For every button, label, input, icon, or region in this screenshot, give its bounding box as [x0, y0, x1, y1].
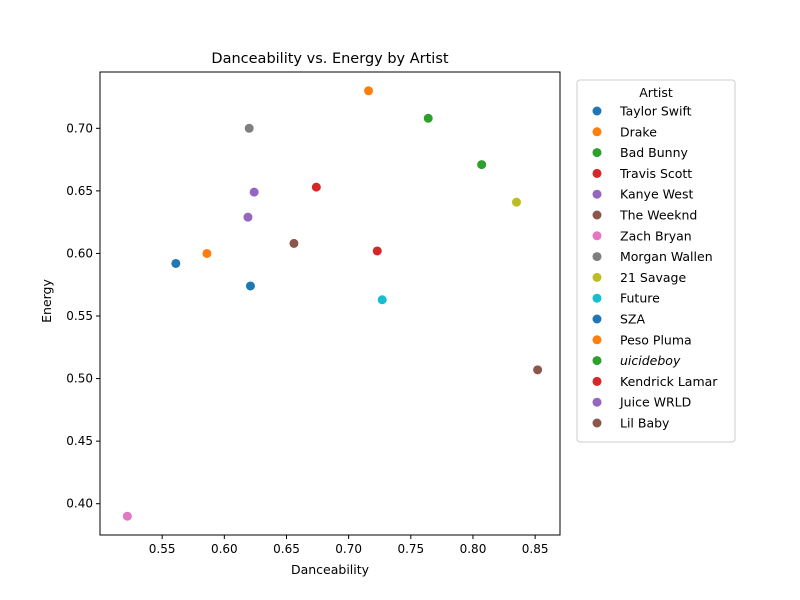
- legend-marker: [592, 376, 602, 386]
- x-tick-label: 0.60: [211, 542, 238, 556]
- data-point: [249, 187, 259, 197]
- data-point: [202, 248, 212, 258]
- x-tick-label: 0.75: [397, 542, 424, 556]
- legend-marker: [592, 106, 602, 116]
- legend-label: Peso Pluma: [620, 332, 692, 347]
- y-tick-label: 0.65: [66, 184, 93, 198]
- legend-marker: [592, 168, 602, 178]
- legend-label: Future: [620, 291, 660, 306]
- legend-marker: [592, 293, 602, 303]
- legend-marker: [592, 272, 602, 282]
- data-point: [243, 212, 253, 222]
- legend-frame: [576, 79, 736, 443]
- legend-marker: [592, 356, 602, 366]
- data-point: [364, 86, 374, 96]
- data-point: [171, 258, 181, 268]
- legend-label: Travis Scott: [619, 166, 692, 181]
- legend-marker: [592, 418, 602, 428]
- data-point: [244, 123, 254, 133]
- legend-label: Kendrick Lamar: [620, 374, 718, 389]
- legend-marker: [592, 210, 602, 220]
- y-tick-label: 0.45: [66, 434, 93, 448]
- y-axis-label: Energy: [39, 279, 54, 323]
- data-point: [289, 238, 299, 248]
- data-point: [122, 511, 132, 521]
- plot-frame: [99, 71, 561, 536]
- legend-label: The Weeknd: [619, 208, 697, 223]
- data-point: [477, 160, 487, 170]
- x-tick-label: 0.55: [149, 542, 176, 556]
- y-tick-label: 0.40: [66, 497, 93, 511]
- y-tick-label: 0.70: [66, 121, 93, 135]
- legend-marker: [592, 189, 602, 199]
- legend-label: Kanye West: [620, 187, 693, 202]
- y-axis: 0.40 0.45 0.50 0.55 0.60 0.65 0.70: [66, 121, 100, 511]
- legend-marker: [592, 252, 602, 262]
- x-tick-label: 0.65: [273, 542, 300, 556]
- legend-label: Bad Bunny: [620, 145, 688, 160]
- data-point: [372, 246, 382, 256]
- y-tick-label: 0.55: [66, 309, 93, 323]
- legend-marker: [592, 397, 602, 407]
- data-point: [311, 182, 321, 192]
- y-tick-label: 0.50: [66, 372, 93, 386]
- legend-marker: [592, 231, 602, 241]
- legend-label: Zach Bryan: [620, 228, 692, 243]
- legend-marker: [592, 148, 602, 158]
- data-point: [533, 365, 543, 375]
- legend-marker: [592, 335, 602, 345]
- legend-label: Morgan Wallen: [620, 249, 713, 264]
- y-tick-label: 0.60: [66, 246, 93, 260]
- data-point: [423, 113, 433, 123]
- legend-label: Taylor Swift: [619, 104, 692, 119]
- data-point: [377, 295, 387, 305]
- x-tick-label: 0.80: [460, 542, 487, 556]
- data-point: [511, 197, 521, 207]
- legend-label: SZA: [620, 312, 645, 327]
- x-tick-label: 0.70: [335, 542, 362, 556]
- legend-label: Lil Baby: [620, 416, 670, 431]
- plot-area: [99, 71, 561, 536]
- legend-marker: [592, 314, 602, 324]
- x-axis: 0.55 0.60 0.65 0.70 0.75 0.80 0.85: [149, 535, 549, 556]
- legend-label: Juice WRLD: [619, 395, 691, 410]
- legend-label: Drake: [620, 124, 657, 139]
- legend: Artist Taylor Swift Drake Bad Bunny Travis …: [576, 79, 736, 443]
- chart-title: Danceability vs. Energy by Artist: [211, 51, 448, 67]
- data-points: [122, 86, 543, 521]
- x-tick-label: 0.85: [522, 542, 549, 556]
- legend-label: uicideboy: [620, 353, 681, 368]
- x-axis-label: Danceability: [291, 562, 370, 577]
- legend-title: Artist: [639, 85, 673, 100]
- legend-label: 21 Savage: [620, 270, 686, 285]
- data-point: [245, 281, 255, 291]
- legend-marker: [592, 127, 602, 137]
